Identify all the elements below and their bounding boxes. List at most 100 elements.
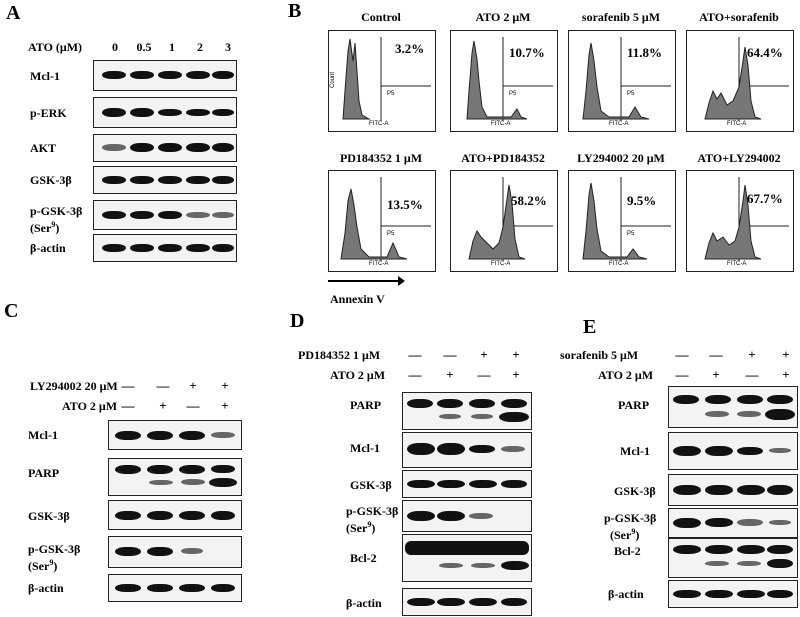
- apoptosis-percent: 64.4%: [747, 45, 783, 60]
- row-label-gsk3b: GSK-3β: [28, 509, 70, 523]
- treatment-sign: +: [512, 347, 520, 362]
- row-label-gsk3b: GSK-3β: [30, 173, 72, 187]
- western-blot-akt: [93, 134, 237, 162]
- western-blot-pgsk3b: [108, 536, 242, 568]
- gate-label: P5: [387, 231, 395, 237]
- flow-title-ato-ly294002: ATO+LY294002: [697, 151, 781, 165]
- row-label-parp: PARP: [618, 398, 650, 412]
- flow-histogram-ato-sorafenib: 64.4% FITC-A: [686, 30, 794, 132]
- flow-histogram-control: 3.2% P5 FITC-A Count: [328, 30, 436, 132]
- row-label-mcl1: Mcl-1: [620, 444, 650, 458]
- western-blot-parp: [108, 458, 242, 496]
- panel-c-letter: C: [4, 300, 19, 322]
- treatment-sign: +: [159, 398, 167, 413]
- western-blot-bcl2: [668, 538, 798, 578]
- western-blot-mcl1: [402, 432, 532, 468]
- treatment-ato: ATO 2 μM: [330, 368, 386, 382]
- flow-histogram-ato-pd184352: 58.2% FITC-A: [450, 170, 558, 272]
- row-label-gsk3b: GSK-3β: [350, 478, 392, 492]
- annexin-v-label: Annexin V: [330, 292, 385, 306]
- row-label-bactin: β-actin: [346, 596, 382, 610]
- treatment-sign: +: [189, 378, 197, 393]
- dose-label: 2: [197, 40, 203, 54]
- treatment-sign: —: [675, 367, 689, 382]
- dose-label: 0.5: [136, 40, 152, 54]
- apoptosis-percent: 58.2%: [511, 193, 547, 208]
- row-label-pgsk3b: p-GSK-3β (Ser9): [346, 504, 399, 535]
- treatment-sign: —: [408, 367, 422, 382]
- western-blot-perk: [93, 97, 237, 128]
- treatment-sign: —: [408, 347, 422, 362]
- treatment-sign: —: [477, 367, 491, 382]
- panel-b-letter: B: [288, 0, 302, 22]
- row-label-bcl2: Bcl-2: [614, 544, 641, 558]
- treatment-sign: +: [712, 367, 720, 382]
- row-label-bactin: β-actin: [608, 587, 644, 601]
- panel-a-letter: A: [6, 2, 21, 24]
- x-axis-label: FITC-A: [491, 121, 511, 127]
- row-label-parp: PARP: [350, 398, 382, 412]
- western-blot-bactin: [402, 588, 532, 616]
- row-label-pgsk3b: p-GSK-3β (Ser9): [28, 542, 81, 573]
- western-blot-bactin: [93, 234, 237, 262]
- x-axis-label: FITC-A: [609, 261, 629, 267]
- treatment-sign: —: [121, 378, 135, 393]
- treatment-sign: +: [480, 347, 488, 362]
- apoptosis-percent: 11.8%: [627, 45, 663, 60]
- treatment-sign: +: [512, 367, 520, 382]
- x-axis-label: FITC-A: [491, 261, 511, 267]
- gate-label: P5: [627, 91, 635, 97]
- treatment-sign: —: [121, 398, 135, 413]
- flow-title-pd184352: PD184352 1 μM: [339, 151, 423, 165]
- row-label-pgsk3b: p-GSK-3β (Ser9): [604, 511, 657, 542]
- treatment-ato: ATO 2 μM: [62, 399, 118, 413]
- x-axis-label: FITC-A: [369, 261, 389, 267]
- treatment-sign: —: [156, 378, 170, 393]
- western-blot-mcl1: [668, 432, 798, 470]
- row-label-bactin: β-actin: [28, 581, 64, 595]
- flow-histogram-ly294002: 9.5% P5 FITC-A: [568, 170, 676, 272]
- apoptosis-percent: 9.5%: [627, 193, 657, 208]
- treatment-sign: +: [446, 367, 454, 382]
- western-blot-bactin: [668, 580, 798, 608]
- flow-title-ato-pd184352: ATO+PD184352: [461, 151, 545, 165]
- flow-histogram-pd184352: 13.5% P5 FITC-A: [328, 170, 436, 272]
- western-blot-parp: [402, 392, 532, 430]
- row-label-mcl1: Mcl-1: [28, 428, 58, 442]
- western-blot-pgsk3b: [668, 508, 798, 538]
- western-blot-gsk3b: [108, 500, 242, 530]
- x-axis-label: FITC-A: [727, 121, 747, 127]
- gate-label: P5: [627, 231, 635, 237]
- western-blot-pgsk3b: [93, 200, 237, 230]
- row-label-pgsk3b: p-GSK-3β (Ser9): [30, 204, 83, 235]
- flow-histogram-sorafenib: 11.8% P5 FITC-A: [568, 30, 676, 132]
- row-label-akt: AKT: [30, 141, 57, 155]
- dose-label: 1: [169, 40, 175, 54]
- row-label-bactin: β-actin: [30, 241, 66, 255]
- gate-label: P5: [387, 91, 395, 97]
- treatment-sign: —: [745, 367, 759, 382]
- flow-title-ato-sorafenib: ATO+sorafenib: [699, 10, 779, 24]
- western-blot-bcl2: [402, 534, 532, 582]
- western-blot-pgsk3b: [402, 500, 532, 532]
- apoptosis-percent: 3.2%: [395, 41, 425, 56]
- flow-title-sorafenib: sorafenib 5 μM: [581, 10, 661, 24]
- treatment-ato: ATO 2 μM: [598, 368, 654, 382]
- western-blot-bactin: [108, 574, 242, 602]
- apoptosis-percent: 10.7%: [509, 45, 545, 60]
- dose-label: 3: [225, 40, 231, 54]
- western-blot-gsk3b: [402, 470, 532, 498]
- treatment-sign: —: [443, 347, 457, 362]
- row-label-gsk3b: GSK-3β: [614, 484, 656, 498]
- y-axis-label: Count: [330, 71, 337, 89]
- row-label-perk: p-ERK: [30, 106, 67, 120]
- treatment-sign: —: [675, 347, 689, 362]
- panel-d-letter: D: [290, 310, 305, 332]
- treatment-sign: +: [221, 398, 229, 413]
- treatment-sign: +: [221, 378, 229, 393]
- apoptosis-percent: 67.7%: [747, 191, 783, 206]
- panel-e-letter: E: [583, 316, 597, 338]
- dose-label: 0: [112, 40, 118, 54]
- annexin-arrow-icon: [328, 276, 405, 286]
- flow-title-ly294002: LY294002 20 μM: [577, 151, 665, 165]
